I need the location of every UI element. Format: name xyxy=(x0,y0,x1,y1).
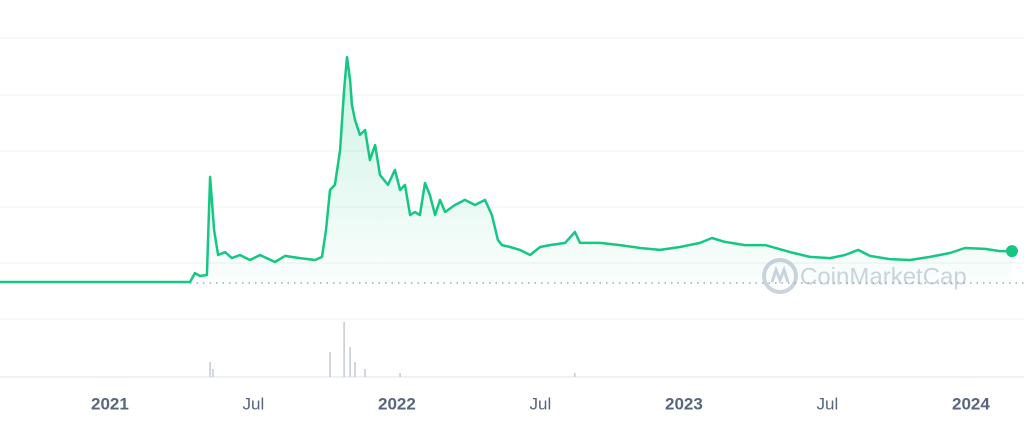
last-price-dot xyxy=(1005,245,1018,258)
x-tick-label: Jul xyxy=(243,394,265,413)
volume-bar xyxy=(343,322,345,377)
x-tick-label: 2024 xyxy=(952,394,990,413)
price-area xyxy=(0,57,1012,283)
volume-bar xyxy=(364,369,366,377)
x-tick-label: Jul xyxy=(817,394,839,413)
grid xyxy=(0,37,1024,378)
volume-bar xyxy=(399,373,401,377)
volume-bar xyxy=(209,362,211,377)
x-tick-label: Jul xyxy=(530,394,552,413)
volume-bar xyxy=(329,352,331,377)
volume-bar xyxy=(354,362,356,377)
price-line xyxy=(0,55,1012,284)
volume-bar xyxy=(574,373,576,377)
x-tick-label: 2023 xyxy=(665,394,703,413)
volume-bar xyxy=(349,347,351,377)
x-tick-label: 2021 xyxy=(91,394,129,413)
volume-bar xyxy=(212,369,214,377)
x-tick-label: 2022 xyxy=(378,394,416,413)
